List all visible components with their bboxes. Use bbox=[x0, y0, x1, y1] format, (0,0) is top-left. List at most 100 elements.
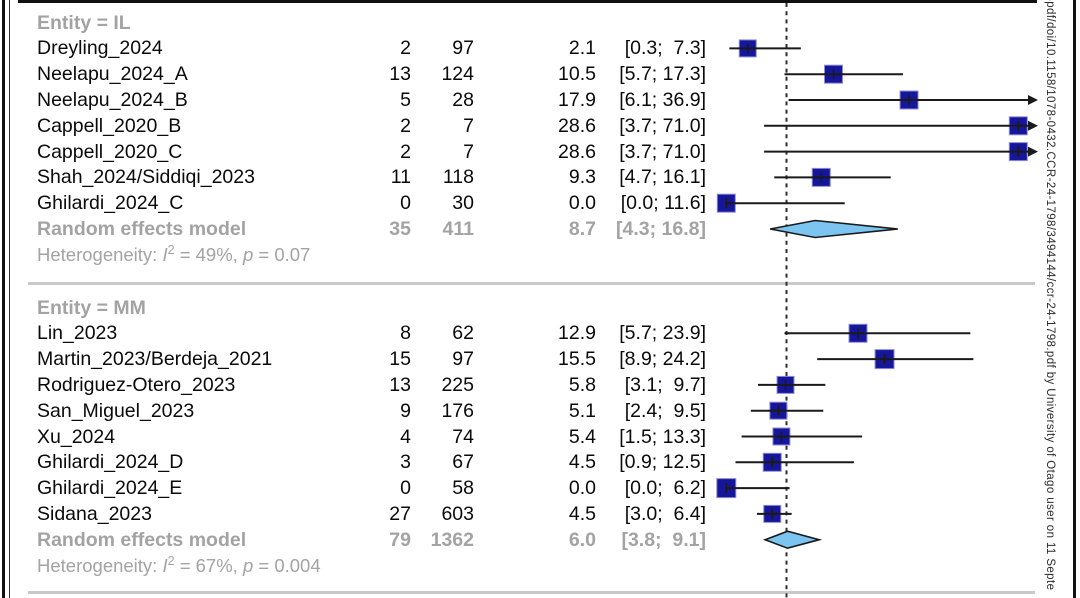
ci_text-value: [5.7; 17.3] bbox=[619, 63, 706, 86]
estimate-value: 5.4 bbox=[568, 425, 596, 448]
study-name: Ghilardi_2024_E bbox=[37, 477, 183, 500]
group-label: Entity = IL bbox=[37, 11, 131, 34]
estimate-value: 8.7 bbox=[568, 218, 596, 240]
total-value: 7 bbox=[463, 140, 474, 163]
total-value: 124 bbox=[441, 63, 474, 86]
estimate-value: 10.5 bbox=[558, 63, 596, 86]
events-value: 35 bbox=[389, 218, 411, 240]
total-value: 62 bbox=[452, 322, 474, 345]
ci_text-value: [0.0; 11.6] bbox=[620, 192, 706, 215]
group-label: Entity = MM bbox=[37, 296, 146, 319]
estimate-value: 5.8 bbox=[568, 373, 596, 396]
estimate-value: 17.9 bbox=[558, 89, 596, 111]
total-value: 225 bbox=[441, 373, 474, 396]
heterogeneity-segment: Heterogeneity: bbox=[37, 554, 163, 576]
figure-border-top bbox=[18, 0, 1037, 3]
events-value: 9 bbox=[400, 399, 411, 422]
ci_text-value: [4.7; 16.1] bbox=[619, 166, 706, 189]
section-separator bbox=[28, 282, 1035, 285]
study-row: Neelapu_2024_A 13 124 10.5 [5.7; 17.3] bbox=[0, 61, 1080, 87]
events-value: 2 bbox=[400, 140, 411, 163]
estimate-value: 0.0 bbox=[568, 477, 596, 500]
total-value: 67 bbox=[452, 451, 474, 474]
estimate-value: 12.9 bbox=[558, 322, 596, 345]
events-value: 8 bbox=[400, 322, 411, 345]
events-value: 79 bbox=[389, 528, 411, 551]
heterogeneity-segment: p bbox=[242, 554, 254, 576]
estimate-value: 4.5 bbox=[568, 502, 596, 525]
total-value: 176 bbox=[441, 399, 474, 422]
events-value: 3 bbox=[400, 451, 411, 474]
total-value: 97 bbox=[452, 348, 474, 371]
study-name: Cappell_2020_B bbox=[37, 114, 182, 137]
study-row: Ghilardi_2024_D 3 67 4.5 [0.9; 12.5] bbox=[0, 449, 1080, 475]
estimate-value: 28.6 bbox=[558, 140, 596, 163]
heterogeneity-segment: I bbox=[162, 554, 168, 576]
heterogeneity-segment: = 0.004 bbox=[253, 554, 321, 576]
total-value: 30 bbox=[452, 192, 474, 215]
events-value: 5 bbox=[400, 89, 411, 111]
figure-border-left-outer bbox=[2, 0, 5, 598]
study-row: Neelapu_2024_B 5 28 17.9 [6.1; 36.9] bbox=[0, 87, 1080, 113]
study-name: Ghilardi_2024_D bbox=[37, 451, 184, 474]
summary-row: Random effects model 35 411 8.7 [4.3; 16.8] bbox=[0, 216, 1080, 242]
ci_text-value: [5.7; 23.9] bbox=[619, 322, 706, 345]
ci_text-value: [3.7; 71.0] bbox=[619, 114, 706, 137]
total-value: 118 bbox=[442, 166, 474, 189]
total-value: 603 bbox=[441, 502, 474, 525]
study-row: Xu_2024 4 74 5.4 [1.5; 13.3] bbox=[0, 424, 1080, 450]
study-row: Cappell_2020_C 2 7 28.6 [3.7; 71.0] bbox=[0, 139, 1080, 165]
study-name: Dreyling_2024 bbox=[37, 37, 163, 60]
events-value: 4 bbox=[400, 425, 411, 448]
study-name: Lin_2023 bbox=[37, 322, 118, 345]
heterogeneity-row: Heterogeneity: I2 = 67%, p = 0.004 bbox=[0, 553, 1080, 579]
events-value: 13 bbox=[389, 373, 411, 396]
events-value: 27 bbox=[389, 502, 411, 525]
ci_text-value: [0.3; 7.3] bbox=[624, 37, 706, 60]
estimate-value: 15.5 bbox=[558, 348, 596, 371]
heterogeneity-segment: Heterogeneity: bbox=[37, 243, 163, 265]
study-row: San_Miguel_2023 9 176 5.1 [2.4; 9.5] bbox=[0, 398, 1080, 424]
study-row: Ghilardi_2024_E 0 58 0.0 [0.0; 6.2] bbox=[0, 475, 1080, 501]
study-row: Shah_2024/Siddiqi_2023 11 118 9.3 [4.7; 16.1… bbox=[0, 164, 1080, 190]
ci_text-value: [0.0; 6.2] bbox=[624, 477, 706, 500]
heterogeneity-segment: 2 bbox=[167, 242, 175, 257]
heterogeneity-segment: p bbox=[242, 243, 254, 265]
ci_text-value: [3.8; 9.1] bbox=[621, 528, 706, 551]
ci_text-value: [2.4; 9.5] bbox=[624, 399, 706, 422]
pdf-download-watermark: -pdf/doi/10.1158/1078-0432.CCR-24-1798/3… bbox=[1044, 0, 1056, 591]
ci_text-value: [3.7; 71.0] bbox=[619, 140, 706, 163]
study-name: Neelapu_2024_B bbox=[37, 89, 188, 111]
total-value: 1362 bbox=[430, 528, 474, 551]
total-value: 7 bbox=[463, 114, 474, 137]
estimate-value: 28.6 bbox=[558, 114, 596, 137]
estimate-value: 9.3 bbox=[568, 166, 596, 189]
summary-row: Random effects model 79 1362 6.0 [3.8; 9.1] bbox=[0, 527, 1080, 553]
study-name: Martin_2023/Berdeja_2021 bbox=[37, 348, 273, 371]
heterogeneity-segment: I bbox=[162, 243, 168, 265]
events-value: 11 bbox=[390, 166, 411, 189]
ci_text-value: [4.3; 16.8] bbox=[616, 218, 706, 240]
estimate-value: 4.5 bbox=[568, 451, 596, 474]
study-name: Rodriguez-Otero_2023 bbox=[37, 373, 236, 396]
estimate-value: 5.1 bbox=[568, 399, 596, 422]
study-row: Ghilardi_2024_C 0 30 0.0 [0.0; 11.6] bbox=[0, 190, 1080, 216]
study-row: Martin_2023/Berdeja_2021 15 97 15.5 [8.9; 24… bbox=[0, 346, 1080, 372]
study-row: Sidana_2023 27 603 4.5 [3.0; 6.4] bbox=[0, 501, 1080, 527]
heterogeneity-segment: = 0.07 bbox=[253, 243, 311, 265]
study-name: Random effects model bbox=[37, 528, 247, 551]
estimate-value: 6.0 bbox=[568, 528, 596, 551]
total-value: 74 bbox=[452, 425, 474, 448]
study-row: Dreyling_2024 2 97 2.1 [0.3; 7.3] bbox=[0, 35, 1080, 61]
events-value: 13 bbox=[389, 63, 411, 86]
events-value: 2 bbox=[400, 37, 411, 60]
heterogeneity-row: Heterogeneity: I2 = 49%, p = 0.07 bbox=[0, 242, 1080, 268]
heterogeneity-text: Heterogeneity: I2 = 67%, p = 0.004 bbox=[37, 553, 321, 579]
heterogeneity-segment: 2 bbox=[167, 553, 175, 568]
section-separator bbox=[28, 590, 1035, 594]
study-name: San_Miguel_2023 bbox=[37, 399, 195, 422]
events-value: 15 bbox=[389, 348, 411, 371]
total-value: 58 bbox=[452, 477, 474, 500]
study-name: Xu_2024 bbox=[37, 425, 116, 448]
